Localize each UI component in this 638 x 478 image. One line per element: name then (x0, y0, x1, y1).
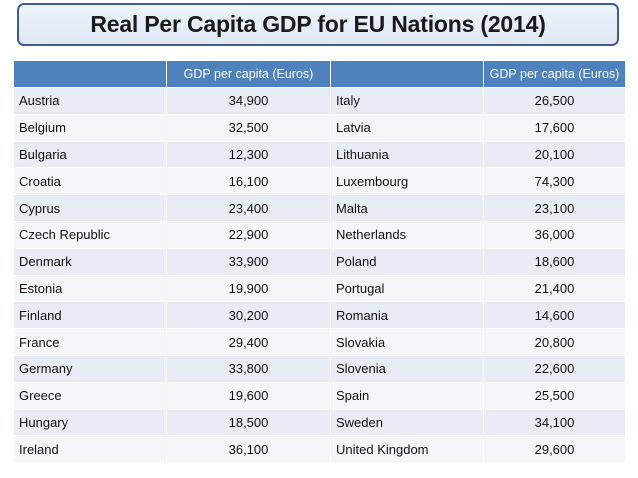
gdp-right-cell: 18,600 (483, 247, 626, 276)
country-right-cell: Luxembourg (330, 167, 484, 196)
country-right-cell: Poland (330, 247, 484, 276)
country-right-cell: Portugal (330, 274, 484, 303)
country-right-cell: Latvia (330, 113, 484, 142)
table-header: GDP per capita (Euros) GDP per capita (E… (13, 60, 626, 88)
table-row: Finland 30,200 Romania 14,600 (13, 301, 626, 330)
gdp-left-cell: 33,800 (166, 354, 331, 383)
country-left-cell: France (13, 328, 167, 356)
country-right-cell: Spain (330, 381, 484, 410)
country-right-cell: Slovenia (330, 354, 484, 383)
table-row: France 29,400 Slovakia 20,800 (13, 328, 626, 356)
gdp-right-cell: 36,000 (483, 220, 626, 249)
country-left-cell: Croatia (13, 167, 167, 196)
gdp-left-cell: 32,500 (166, 113, 331, 142)
country-left-cell: Cyprus (13, 194, 167, 222)
country-right-cell: Italy (330, 87, 484, 115)
header-country-left (13, 60, 167, 88)
gdp-left-cell: 19,600 (166, 381, 331, 410)
country-right-cell: Slovakia (330, 328, 484, 356)
header-row: GDP per capita (Euros) GDP per capita (E… (13, 60, 626, 88)
gdp-right-cell: 21,400 (483, 274, 626, 303)
gdp-left-cell: 29,400 (166, 328, 331, 356)
gdp-left-cell: 12,300 (166, 140, 331, 169)
gdp-left-cell: 36,100 (166, 435, 331, 464)
country-left-cell: Estonia (13, 274, 167, 303)
page-title: Real Per Capita GDP for EU Nations (2014… (90, 11, 546, 37)
country-left-cell: Belgium (13, 113, 167, 142)
gdp-left-cell: 30,200 (166, 301, 331, 330)
gdp-right-cell: 22,600 (483, 354, 626, 383)
table-row: Greece 19,600 Spain 25,500 (13, 381, 626, 410)
table-row: Belgium 32,500 Latvia 17,600 (13, 113, 626, 142)
gdp-right-cell: 34,100 (483, 408, 626, 437)
gdp-left-cell: 19,900 (166, 274, 331, 303)
table-row: Estonia 19,900 Portugal 21,400 (13, 274, 626, 303)
country-left-cell: Czech Republic (13, 220, 167, 249)
gdp-right-cell: 25,500 (483, 381, 626, 410)
table-body: Austria 34,900 Italy 26,500 Belgium 32,500 Lat… (13, 87, 626, 464)
gdp-right-cell: 23,100 (483, 194, 626, 222)
gdp-left-cell: 23,400 (166, 194, 331, 222)
gdp-right-cell: 74,300 (483, 167, 626, 196)
table-row: Croatia 16,100 Luxembourg 74,300 (13, 167, 626, 196)
gdp-right-cell: 20,800 (483, 328, 626, 356)
table-row: Germany 33,800 Slovenia 22,600 (13, 354, 626, 383)
country-right-cell: Sweden (330, 408, 484, 437)
table-row: Cyprus 23,400 Malta 23,100 (13, 194, 626, 222)
table-row: Czech Republic 22,900 Netherlands 36,000 (13, 220, 626, 249)
gdp-right-cell: 20,100 (483, 140, 626, 169)
table-row: Denmark 33,900 Poland 18,600 (13, 247, 626, 276)
gdp-table: GDP per capita (Euros) GDP per capita (E… (13, 60, 626, 464)
country-left-cell: Ireland (13, 435, 167, 464)
header-gdp-right: GDP per capita (Euros) (483, 60, 626, 88)
gdp-right-cell: 14,600 (483, 301, 626, 330)
gdp-left-cell: 34,900 (166, 87, 331, 115)
country-left-cell: Germany (13, 354, 167, 383)
table-row: Austria 34,900 Italy 26,500 (13, 87, 626, 115)
header-gdp-left: GDP per capita (Euros) (166, 60, 331, 88)
country-right-cell: Netherlands (330, 220, 484, 249)
gdp-left-cell: 33,900 (166, 247, 331, 276)
gdp-right-cell: 26,500 (483, 87, 626, 115)
country-right-cell: Malta (330, 194, 484, 222)
table-row: Hungary 18,500 Sweden 34,100 (13, 408, 626, 437)
gdp-left-cell: 16,100 (166, 167, 331, 196)
country-right-cell: Romania (330, 301, 484, 330)
title-box: Real Per Capita GDP for EU Nations (2014… (17, 3, 619, 46)
country-right-cell: Lithuania (330, 140, 484, 169)
country-left-cell: Denmark (13, 247, 167, 276)
country-left-cell: Austria (13, 87, 167, 115)
gdp-left-cell: 18,500 (166, 408, 331, 437)
gdp-right-cell: 29,600 (483, 435, 626, 464)
country-right-cell: United Kingdom (330, 435, 484, 464)
table-row: Ireland 36,100 United Kingdom 29,600 (13, 435, 626, 464)
gdp-right-cell: 17,600 (483, 113, 626, 142)
country-left-cell: Bulgaria (13, 140, 167, 169)
table-row: Bulgaria 12,300 Lithuania 20,100 (13, 140, 626, 169)
country-left-cell: Finland (13, 301, 167, 330)
header-country-right (330, 60, 484, 88)
country-left-cell: Hungary (13, 408, 167, 437)
country-left-cell: Greece (13, 381, 167, 410)
gdp-left-cell: 22,900 (166, 220, 331, 249)
